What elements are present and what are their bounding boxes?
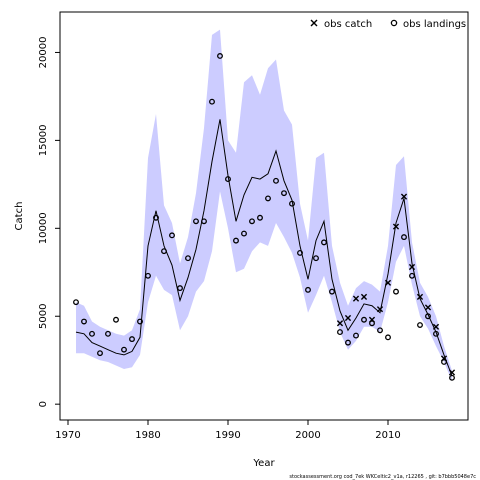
obs-landings-point [265, 195, 271, 202]
obs-landings-point [241, 230, 247, 237]
y-tick-label: 0 [38, 401, 49, 407]
obs-landings-point [433, 330, 439, 337]
obs-landings-point [89, 330, 95, 337]
obs-landings-point [137, 318, 143, 325]
obs-catch-point [424, 304, 432, 311]
obs-landings-point [185, 255, 191, 262]
obs-catch-point [392, 223, 400, 230]
obs-catch-point [336, 320, 344, 327]
obs-catch-point [368, 316, 376, 323]
obs-landings-point [449, 374, 455, 381]
obs-catch-point [432, 323, 440, 330]
x-tick-label: 2000 [295, 430, 320, 441]
obs-landings-point [81, 318, 87, 325]
obs-landings-point [121, 346, 127, 353]
obs-landings-point [113, 316, 119, 323]
x-tick-label: 1980 [135, 430, 160, 441]
obs-catch-point [344, 314, 352, 322]
obs-landings-point [345, 339, 351, 346]
obs-landings-point [401, 234, 407, 241]
obs-landings-point [97, 350, 103, 357]
y-axis: 0 5000 10000 15000 20000 [38, 37, 60, 407]
x-tick-label: 1970 [55, 430, 80, 441]
obs-landings-point [337, 329, 343, 336]
obs-catch-point [376, 306, 384, 313]
obs-landings-point [377, 327, 383, 334]
obs-landings-point [289, 200, 295, 207]
obs-landings-point [169, 232, 175, 239]
obs-landings-point [233, 237, 239, 244]
obs-landings-point [249, 218, 255, 225]
y-axis-title: Catch [14, 202, 25, 231]
obs-landings-point [313, 255, 319, 262]
obs-landings-point [393, 288, 399, 295]
x-axis-title: Year [252, 458, 275, 469]
obs-landings-point [425, 313, 431, 320]
obs-landings-point [177, 285, 183, 292]
obs-landings-point [105, 330, 111, 337]
legend-landings-marker-icon [390, 19, 398, 27]
obs-landings-point [385, 334, 391, 341]
y-tick-label: 5000 [38, 304, 49, 329]
obs-landings-point [145, 272, 151, 279]
obs-landings-point [201, 218, 207, 225]
legend: obs catch obs landings [310, 19, 466, 30]
obs-landings-point [305, 286, 311, 293]
obs-landings-points [73, 53, 455, 381]
obs-landings-point [409, 272, 415, 279]
obs-catch-point [352, 295, 360, 302]
obs-landings-point [353, 332, 359, 339]
obs-catch-point [408, 263, 416, 271]
obs-catch-point [440, 355, 448, 362]
obs-catch-point [400, 193, 408, 200]
obs-landings-point [321, 239, 327, 246]
obs-landings-point [369, 320, 375, 327]
obs-catch-points [336, 193, 456, 376]
obs-landings-point [281, 190, 287, 197]
obs-landings-point [225, 176, 231, 183]
x-tick-label: 1990 [215, 430, 240, 441]
y-tick-label: 20000 [38, 37, 49, 69]
obs-landings-point [209, 98, 215, 105]
obs-landings-point [129, 336, 135, 343]
obs-landings-point [273, 177, 279, 184]
obs-landings-point [161, 248, 167, 255]
obs-catch-point [360, 293, 368, 300]
legend-label-obs-catch: obs catch [324, 19, 372, 30]
confidence-band [76, 29, 452, 382]
x-tick-label: 2010 [375, 430, 400, 441]
obs-landings-point [73, 299, 79, 306]
obs-landings-point [441, 359, 447, 365]
legend-label-obs-landings: obs landings [403, 19, 466, 30]
obs-landings-point [257, 214, 263, 221]
obs-landings-point [193, 218, 199, 225]
obs-landings-point [329, 288, 335, 295]
obs-landings-point [217, 53, 223, 59]
estimated-catch-line [75, 119, 453, 377]
obs-catch-point [416, 293, 424, 300]
obs-landings-point [417, 322, 423, 328]
obs-landings-point [153, 214, 159, 221]
x-axis: 1970 1980 1990 2000 2010 [55, 420, 401, 441]
obs-landings-point [361, 316, 367, 323]
obs-catch-point [384, 279, 392, 286]
y-tick-label: 15000 [38, 124, 49, 156]
footer-text: stockassessment.org cod_7ek WKCeltic2_v1… [289, 474, 476, 480]
legend-catch-marker-icon [310, 19, 318, 27]
plot-frame [59, 11, 469, 421]
obs-catch-point [448, 369, 456, 376]
y-tick-label: 10000 [38, 212, 49, 244]
obs-landings-point [297, 249, 303, 256]
